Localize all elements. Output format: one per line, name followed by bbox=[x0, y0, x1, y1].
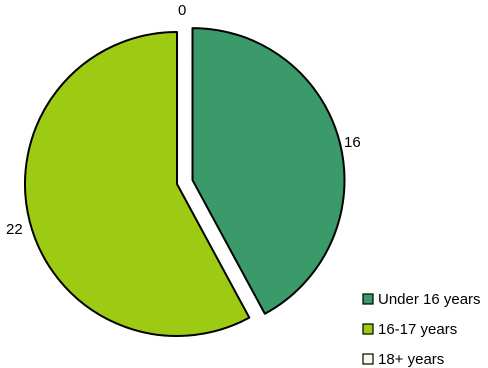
legend: Under 16 years 16-17 years 18+ years bbox=[362, 291, 481, 368]
legend-label-under-16: Under 16 years bbox=[378, 291, 481, 308]
slice-16-17 bbox=[24, 31, 251, 337]
legend-label-16-17: 16-17 years bbox=[378, 321, 457, 338]
legend-swatch-under-16 bbox=[362, 293, 374, 305]
pie-slices bbox=[24, 27, 346, 337]
data-label-18-plus: 0 bbox=[178, 2, 186, 19]
slice-under-16 bbox=[191, 27, 346, 315]
data-label-under-16: 16 bbox=[344, 134, 361, 151]
legend-swatch-16-17 bbox=[362, 323, 374, 335]
legend-label-18-plus: 18+ years bbox=[378, 351, 444, 368]
data-label-16-17: 22 bbox=[6, 221, 23, 238]
legend-swatch-18-plus bbox=[362, 353, 374, 365]
